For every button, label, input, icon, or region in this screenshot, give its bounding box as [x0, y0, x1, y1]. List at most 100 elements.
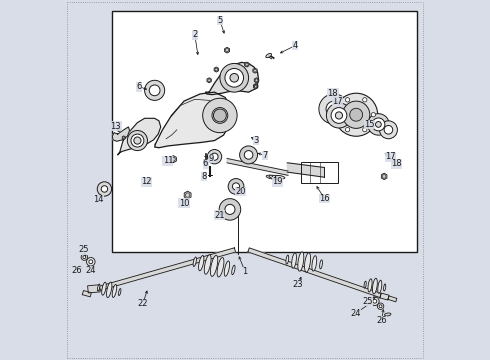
Circle shape: [220, 63, 248, 92]
Circle shape: [363, 127, 367, 132]
Text: 13: 13: [111, 122, 121, 131]
Polygon shape: [245, 62, 249, 67]
Circle shape: [368, 114, 389, 135]
Circle shape: [335, 93, 378, 136]
Ellipse shape: [385, 313, 391, 316]
Polygon shape: [380, 293, 389, 300]
Ellipse shape: [224, 261, 230, 276]
Text: 24: 24: [86, 266, 96, 275]
Circle shape: [219, 199, 241, 220]
Circle shape: [131, 134, 144, 147]
Polygon shape: [184, 191, 191, 199]
Text: 12: 12: [141, 177, 151, 186]
Circle shape: [123, 137, 125, 139]
Ellipse shape: [119, 289, 121, 296]
Ellipse shape: [372, 278, 377, 294]
Circle shape: [382, 175, 386, 178]
Circle shape: [245, 63, 248, 66]
Bar: [112, 12, 417, 252]
Circle shape: [319, 94, 349, 124]
Polygon shape: [155, 92, 231, 148]
Polygon shape: [112, 127, 129, 141]
Ellipse shape: [378, 280, 382, 293]
Ellipse shape: [98, 284, 100, 291]
Ellipse shape: [312, 256, 317, 271]
Ellipse shape: [272, 175, 282, 179]
Polygon shape: [170, 156, 176, 163]
Circle shape: [379, 305, 382, 308]
Polygon shape: [254, 85, 258, 89]
Text: 14: 14: [94, 195, 104, 204]
Text: 24: 24: [350, 309, 361, 318]
Circle shape: [384, 126, 393, 134]
Text: 18: 18: [391, 159, 402, 168]
Ellipse shape: [269, 175, 280, 179]
Text: 23: 23: [293, 280, 303, 289]
Text: 15: 15: [365, 120, 375, 129]
Text: 25: 25: [363, 297, 373, 306]
Ellipse shape: [210, 255, 218, 276]
Circle shape: [89, 260, 93, 264]
Ellipse shape: [76, 266, 82, 269]
Text: 3: 3: [253, 136, 258, 145]
Text: 26: 26: [72, 266, 82, 275]
Text: 17: 17: [385, 152, 395, 161]
Circle shape: [97, 182, 112, 196]
Circle shape: [255, 86, 257, 88]
Circle shape: [225, 49, 229, 52]
Circle shape: [118, 129, 120, 131]
Circle shape: [212, 108, 228, 123]
Circle shape: [350, 108, 363, 121]
Circle shape: [225, 68, 244, 87]
Circle shape: [127, 131, 147, 150]
Ellipse shape: [112, 284, 117, 297]
Ellipse shape: [286, 255, 289, 264]
Bar: [300, 162, 338, 183]
Text: 8: 8: [201, 172, 206, 181]
Text: 18: 18: [327, 89, 338, 98]
Polygon shape: [214, 67, 219, 72]
Circle shape: [245, 150, 253, 159]
Text: 7: 7: [262, 151, 268, 160]
Polygon shape: [253, 68, 257, 73]
Ellipse shape: [319, 260, 322, 269]
Circle shape: [343, 101, 370, 129]
Text: 9: 9: [208, 154, 214, 163]
Circle shape: [81, 254, 88, 260]
Text: 25: 25: [78, 246, 89, 255]
Circle shape: [214, 109, 226, 122]
Polygon shape: [287, 163, 324, 177]
Circle shape: [228, 179, 244, 194]
Polygon shape: [254, 84, 258, 89]
Text: 6: 6: [137, 82, 142, 91]
Polygon shape: [117, 128, 121, 132]
Circle shape: [375, 122, 381, 127]
Ellipse shape: [266, 53, 271, 58]
Ellipse shape: [305, 253, 311, 272]
Circle shape: [172, 157, 175, 161]
Polygon shape: [82, 291, 91, 297]
Ellipse shape: [198, 256, 204, 271]
Circle shape: [255, 79, 258, 82]
Circle shape: [185, 193, 190, 197]
Circle shape: [377, 303, 384, 310]
Polygon shape: [224, 47, 229, 53]
Circle shape: [211, 153, 218, 160]
Polygon shape: [254, 78, 259, 83]
Text: 2: 2: [192, 30, 197, 39]
Text: 6: 6: [203, 159, 208, 168]
Circle shape: [363, 98, 367, 102]
Ellipse shape: [384, 284, 386, 291]
Ellipse shape: [368, 279, 372, 292]
Polygon shape: [118, 118, 161, 155]
Circle shape: [326, 103, 351, 128]
Polygon shape: [88, 285, 100, 293]
Circle shape: [225, 204, 235, 215]
Circle shape: [134, 137, 141, 144]
Polygon shape: [99, 248, 236, 291]
Text: 11: 11: [163, 157, 173, 166]
Circle shape: [145, 80, 165, 100]
Polygon shape: [388, 296, 397, 302]
Ellipse shape: [102, 282, 106, 295]
Circle shape: [87, 257, 95, 266]
